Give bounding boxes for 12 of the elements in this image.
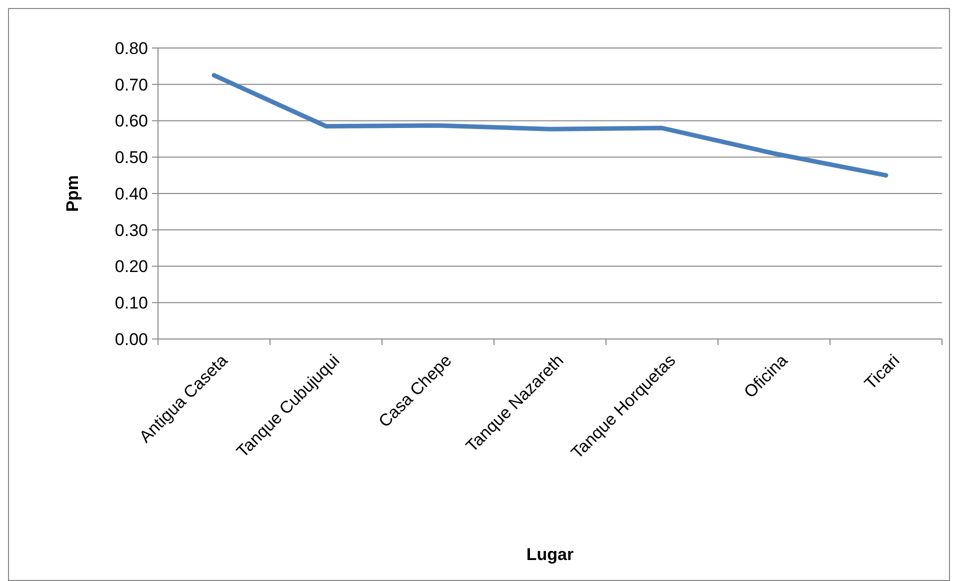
y-tick-label: 0.30 — [114, 220, 148, 240]
y-tick-label: 0.70 — [114, 75, 148, 94]
y-tick-label: 0.60 — [114, 112, 148, 131]
y-tick-label: 0.00 — [114, 330, 148, 349]
y-axis-title: Ppm — [63, 175, 82, 212]
line-series — [212, 73, 888, 178]
y-tick-label: 0.50 — [114, 148, 148, 168]
y-tick-label: 0.20 — [114, 257, 148, 276]
x-axis-title: Lugar — [526, 545, 574, 564]
y-tick-label: 0.40 — [114, 184, 148, 204]
y-tick-label: 0.80 — [114, 38, 148, 58]
y-tick-label: 0.10 — [114, 294, 148, 313]
